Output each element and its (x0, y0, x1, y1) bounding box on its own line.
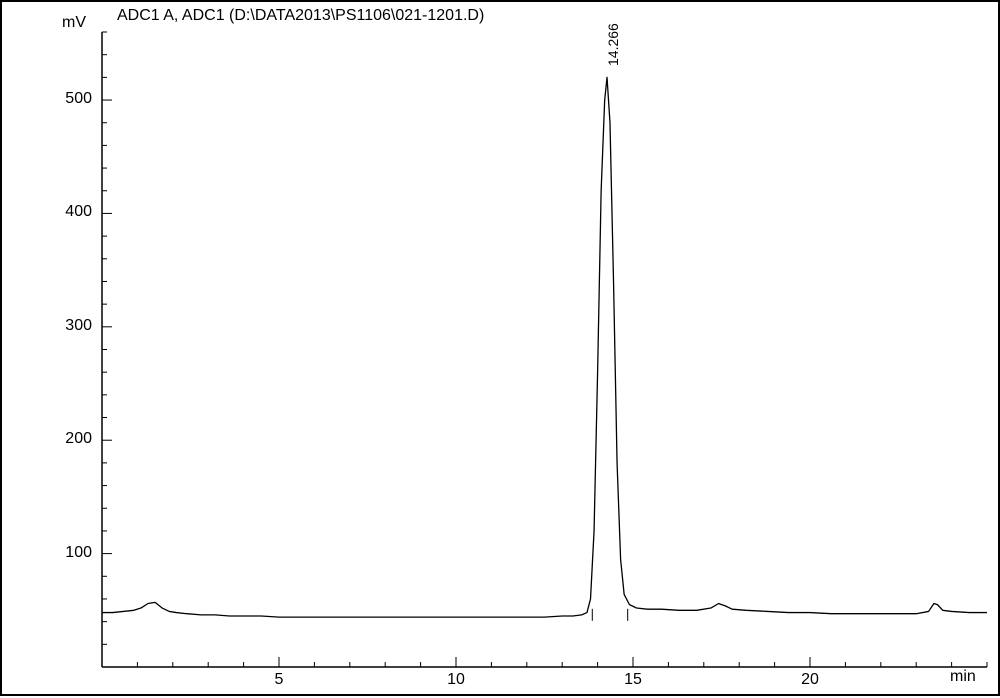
x-tick-label: 10 (447, 671, 465, 689)
peak-label: 14.266 (605, 23, 621, 66)
chromatogram-frame: ADC1 A, ADC1 (D:\DATA2013\PS1106\021-120… (0, 0, 1000, 696)
y-tick-label: 300 (2, 317, 92, 335)
y-tick-label: 200 (2, 430, 92, 448)
x-tick-label: 20 (801, 671, 819, 689)
y-tick-label: 400 (2, 203, 92, 221)
y-tick-label: 500 (2, 90, 92, 108)
y-tick-label: 100 (2, 544, 92, 562)
x-tick-label: 15 (624, 671, 642, 689)
x-tick-label: 5 (275, 671, 284, 689)
chromatogram-svg (2, 2, 1000, 698)
